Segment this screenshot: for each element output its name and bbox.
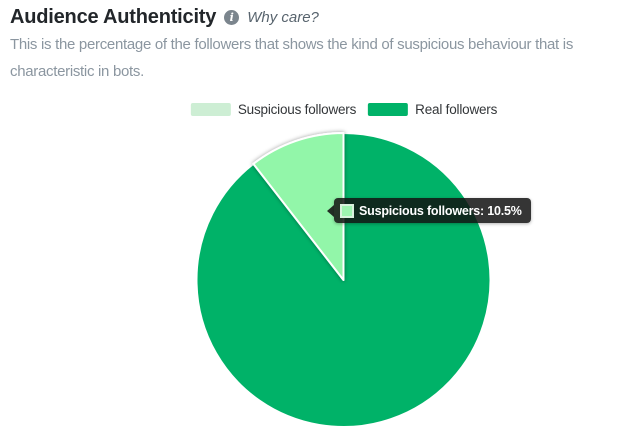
page-title: Audience Authenticity bbox=[10, 6, 217, 28]
panel-header: Audience Authenticity i Why care? bbox=[10, 6, 319, 29]
legend-swatch-suspicious-followers bbox=[190, 103, 231, 116]
legend-swatch-real-followers bbox=[368, 103, 409, 116]
legend-label: Real followers bbox=[415, 102, 498, 117]
chart-legend: Suspicious followers Real followers bbox=[190, 102, 497, 117]
info-icon[interactable]: i bbox=[224, 10, 240, 25]
legend-item-real-followers[interactable]: Real followers bbox=[368, 102, 497, 117]
pie-slice-suspicious-followers[interactable] bbox=[252, 132, 345, 281]
why-care-link[interactable]: Why care? bbox=[247, 9, 319, 26]
legend-label: Suspicious followers bbox=[237, 102, 357, 117]
description-text: This is the percentage of the followers … bbox=[10, 36, 574, 80]
legend-item-suspicious-followers[interactable]: Suspicious followers bbox=[190, 102, 357, 117]
